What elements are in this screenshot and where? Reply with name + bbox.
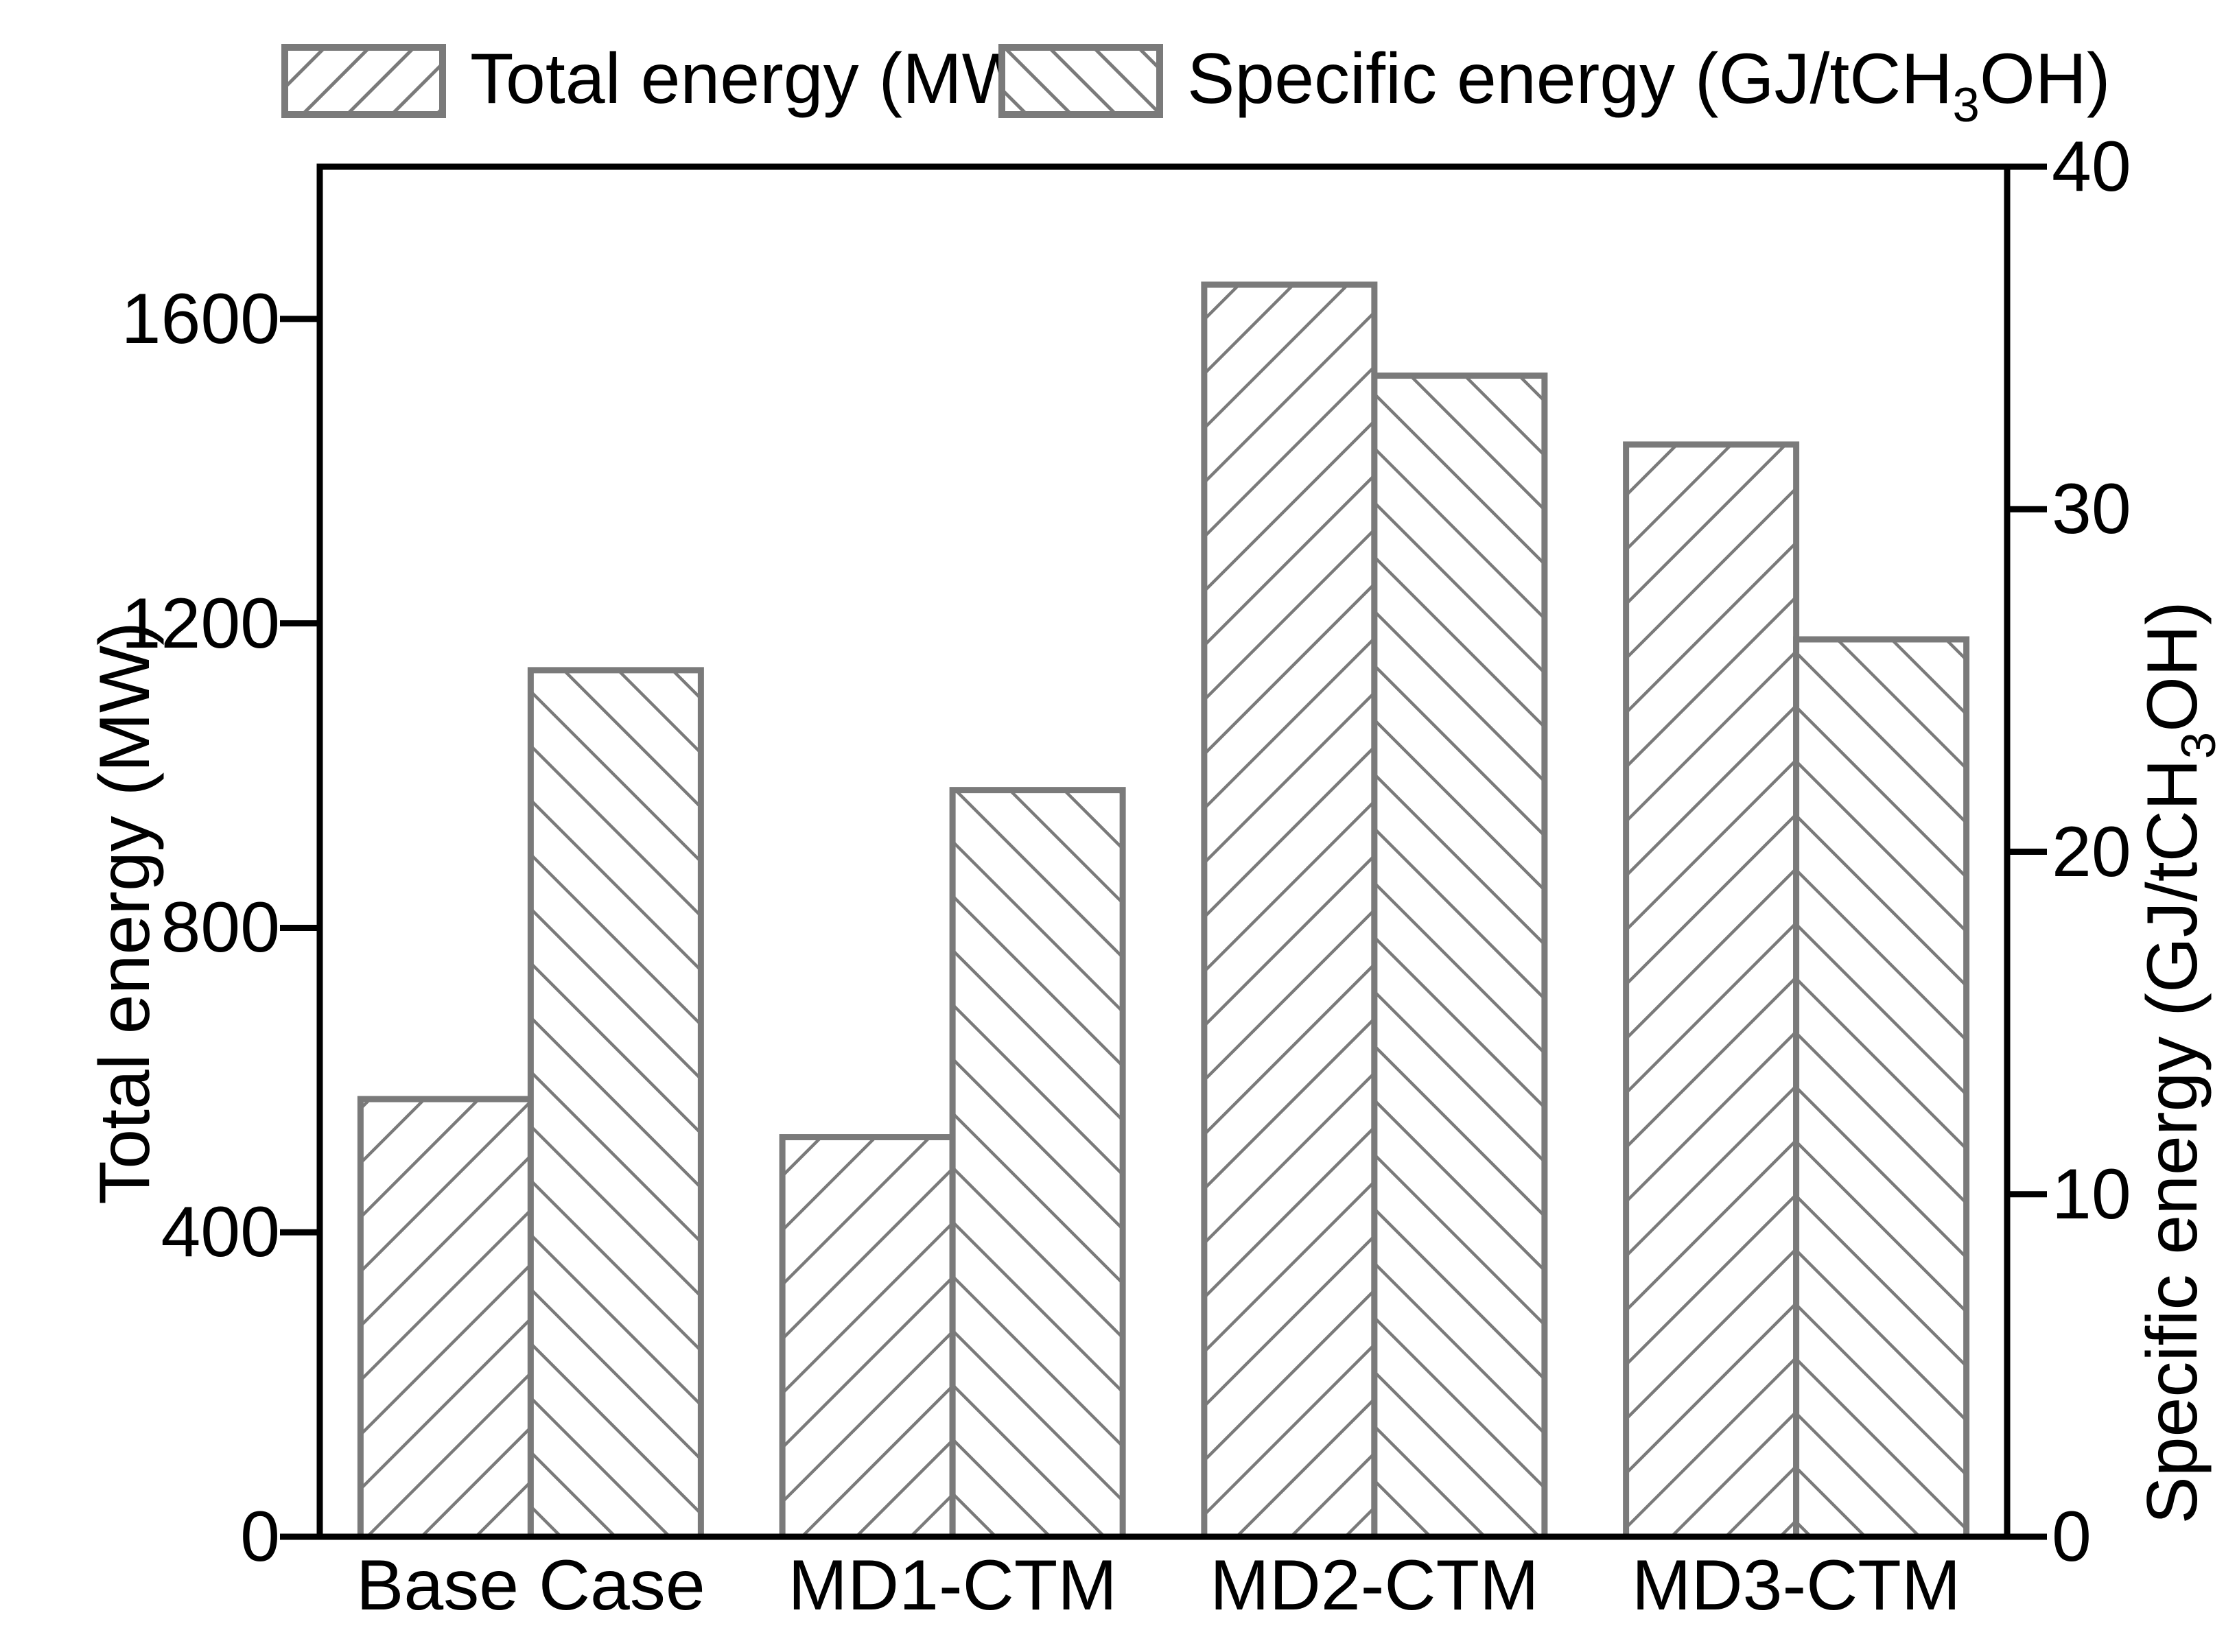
right-tick-label-10: 10 — [2052, 1154, 2131, 1234]
x-category-label-2: MD2-CTM — [1210, 1546, 1539, 1625]
right-axis-title-subscript: 3 — [2170, 731, 2225, 759]
bar-specific-1 — [949, 787, 1126, 1540]
legend-label-specific-subscript: 3 — [1952, 77, 1980, 132]
right-axis-title: Specific energy (GJ/tCH3OH) — [2128, 582, 2237, 1543]
legend-swatch-total-energy-icon — [281, 44, 446, 118]
x-category-label-3: MD3-CTM — [1631, 1546, 1961, 1625]
right-tick-label-40: 40 — [2052, 127, 2131, 206]
right-axis-title-post: OH) — [2133, 601, 2213, 732]
legend-label-specific-post: OH) — [1979, 39, 2111, 119]
left-tick-label-1600: 1600 — [121, 279, 280, 359]
right-tick-label-0: 0 — [2052, 1497, 2092, 1577]
x-category-label-0: Base Case — [356, 1546, 705, 1625]
right-tick-label-20: 20 — [2052, 812, 2131, 892]
bar-total-1 — [779, 1134, 956, 1540]
bar-total-2 — [1201, 281, 1378, 1540]
legend-swatch-specific-energy-icon — [998, 44, 1163, 118]
left-tick-label-1200: 1200 — [121, 583, 280, 663]
bar-total-3 — [1623, 441, 1800, 1540]
legend-label-specific-energy: Specific energy (GJ/tCH3OH) — [1187, 34, 2110, 150]
left-tick-label-0: 0 — [240, 1497, 280, 1577]
bar-specific-3 — [1793, 636, 1970, 1540]
x-category-label-1: MD1-CTM — [788, 1546, 1117, 1625]
right-tick-label-30: 30 — [2052, 469, 2131, 550]
legend-label-total-energy: Total energy (MW) — [470, 39, 1053, 119]
left-tick-label-800: 800 — [161, 888, 280, 968]
legend-label-specific-pre: Specific energy (GJ/tCH — [1187, 39, 1953, 119]
bar-specific-2 — [1371, 373, 1548, 1540]
bars-group — [357, 281, 1970, 1540]
bar-total-0 — [357, 1096, 534, 1540]
axes-frame-group — [280, 163, 2047, 1540]
left-tick-label-400: 400 — [161, 1192, 280, 1273]
bar-specific-0 — [527, 667, 704, 1540]
